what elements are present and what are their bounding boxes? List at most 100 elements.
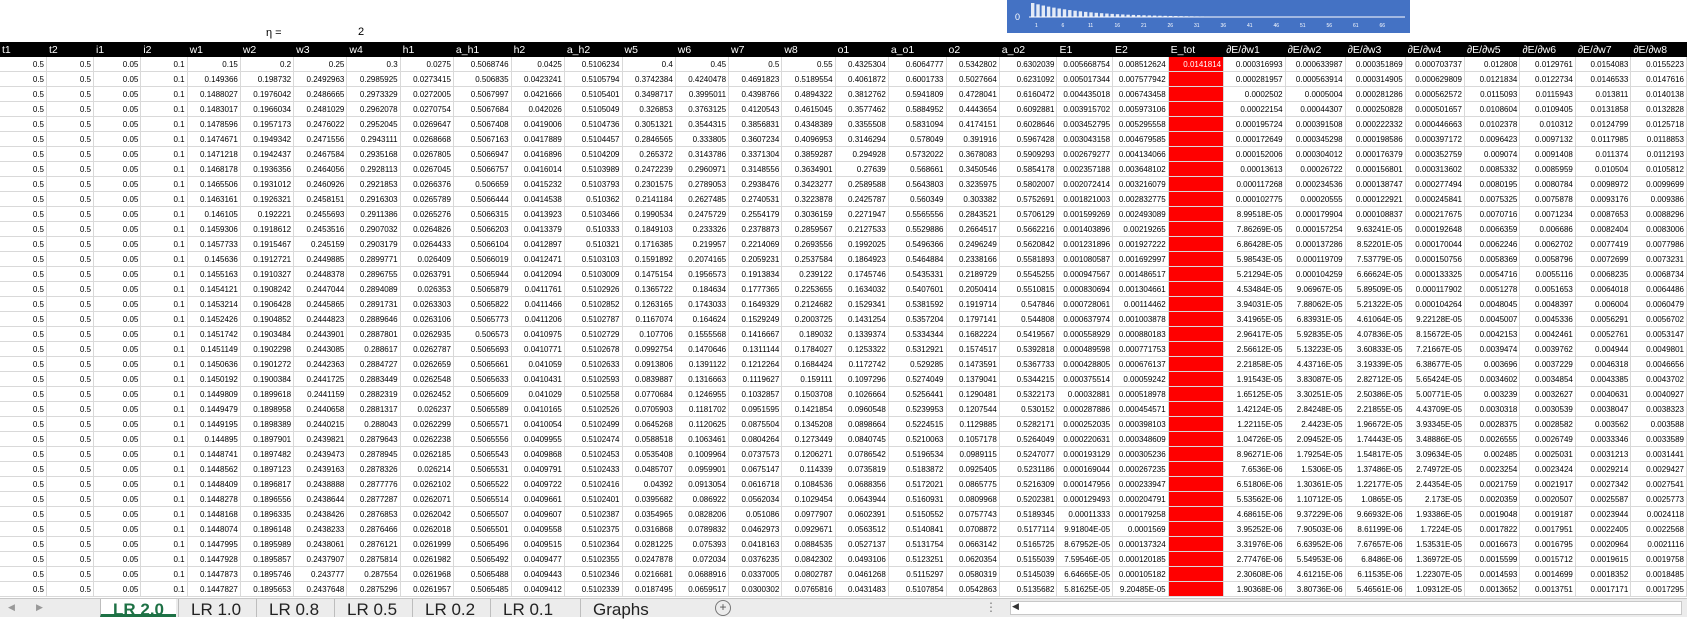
table-cell[interactable]: 0.05	[93, 462, 140, 477]
table-cell[interactable]: 0.5068746	[453, 57, 511, 72]
table-cell[interactable]: 0.5123251	[888, 552, 946, 567]
table-cell[interactable]: 0.0037229	[1520, 357, 1575, 372]
table-cell[interactable]: 0.1777365	[729, 282, 782, 297]
table-cell[interactable]: 0.1	[141, 477, 187, 492]
table-cell[interactable]: 0.5102729	[564, 327, 622, 342]
table-cell[interactable]: 0.3235975	[946, 177, 999, 192]
table-cell[interactable]: 0.00013613	[1224, 162, 1286, 177]
table-cell[interactable]: 0.0265276	[400, 207, 453, 222]
table-cell[interactable]: 0.6092881	[999, 102, 1057, 117]
table-cell[interactable]: 0.0411206	[511, 312, 564, 327]
table-cell[interactable]: 5.53562E-06	[1224, 492, 1286, 507]
table-cell[interactable]: 0.5065633	[453, 372, 511, 387]
table-cell[interactable]: 0.05	[93, 192, 140, 207]
table-cell[interactable]: 0.5066315	[453, 207, 511, 222]
table-cell[interactable]: 0.2441725	[294, 372, 347, 387]
table-cell[interactable]: 0.2453516	[294, 222, 347, 237]
table-cell[interactable]: 0.0018352	[1575, 567, 1630, 582]
table-cell[interactable]: 3.19339E-05	[1345, 357, 1405, 372]
table-cell[interactable]: 0.5102401	[564, 492, 622, 507]
table-cell[interactable]: 0.5	[0, 492, 46, 507]
table-cell[interactable]: 0.0115943	[1520, 87, 1575, 102]
table-cell[interactable]: 0.2916303	[347, 192, 400, 207]
table-cell[interactable]: 0.5	[0, 387, 46, 402]
table-cell[interactable]: 0.5510815	[999, 282, 1057, 297]
table-cell[interactable]: 0.2338166	[946, 252, 999, 267]
table-cell[interactable]: 0.1449195	[187, 417, 240, 432]
table-cell[interactable]: 0.5	[46, 222, 93, 237]
table-cell[interactable]: 0.000170044	[1405, 237, 1464, 252]
table-cell[interactable]: 0.5065496	[453, 537, 511, 552]
table-cell[interactable]: 0.0091408	[1520, 147, 1575, 162]
table-cell[interactable]: 0.1743033	[675, 297, 728, 312]
table-cell[interactable]: 0.0025031	[1520, 447, 1575, 462]
table-cell[interactable]: 0.05	[93, 282, 140, 297]
table-cell[interactable]: 0.000563914	[1285, 72, 1345, 87]
table-cell[interactable]: 0.4240478	[675, 72, 728, 87]
table-cell[interactable]: 0.1	[141, 537, 187, 552]
table-cell[interactable]: 0.002832775	[1113, 192, 1169, 207]
table-cell[interactable]: 0.05	[93, 117, 140, 132]
table-cell[interactable]: 1.96672E-05	[1345, 417, 1405, 432]
table-cell[interactable]: 0.0021917	[1520, 477, 1575, 492]
table-cell[interactable]: 0.0267805	[400, 147, 453, 162]
table-cell[interactable]: 0.026237	[400, 402, 453, 417]
table-cell[interactable]: 0.05	[93, 357, 140, 372]
column-header[interactable]: w4	[347, 42, 400, 57]
table-cell[interactable]: 0.0580319	[946, 567, 999, 582]
table-cell[interactable]: 0.0263303	[400, 297, 453, 312]
etot-cell[interactable]	[1168, 537, 1223, 552]
table-cell[interactable]: 0.003239	[1464, 387, 1519, 402]
table-cell[interactable]: 0.1416667	[729, 327, 782, 342]
table-cell[interactable]: 0.05	[93, 522, 140, 537]
table-cell[interactable]: 1.5306E-05	[1285, 462, 1345, 477]
table-cell[interactable]: 0.0040927	[1631, 387, 1687, 402]
table-cell[interactable]: 0.000676137	[1113, 357, 1169, 372]
table-cell[interactable]: 0.072034	[675, 552, 728, 567]
table-cell[interactable]: 0.3143786	[675, 147, 728, 162]
table-cell[interactable]: 6.63952E-06	[1285, 537, 1345, 552]
table-cell[interactable]: 8.67952E-05	[1057, 537, 1113, 552]
table-cell[interactable]: 0.1	[141, 297, 187, 312]
table-cell[interactable]: 0.0019187	[1520, 507, 1575, 522]
table-cell[interactable]: 0.0875504	[729, 417, 782, 432]
table-cell[interactable]: 0.5065514	[453, 492, 511, 507]
table-cell[interactable]: 0.000119709	[1285, 252, 1345, 267]
etot-cell[interactable]	[1168, 402, 1223, 417]
table-cell[interactable]: 0.5496366	[888, 237, 946, 252]
table-cell[interactable]: 5.00771E-05	[1405, 387, 1464, 402]
table-cell[interactable]: 0.0809968	[946, 492, 999, 507]
add-sheet-icon[interactable]: +	[715, 600, 731, 616]
column-header[interactable]: w3	[294, 42, 347, 57]
table-cell[interactable]: 5.21322E-05	[1345, 297, 1405, 312]
table-cell[interactable]: 0.1181702	[675, 402, 728, 417]
table-cell[interactable]: 0.4061872	[835, 72, 888, 87]
table-cell[interactable]: 0.5	[0, 282, 46, 297]
table-cell[interactable]: 0.00044307	[1285, 102, 1345, 117]
column-header[interactable]: t2	[46, 42, 93, 57]
table-cell[interactable]: 0.0077419	[1575, 237, 1630, 252]
table-cell[interactable]: 8.15672E-05	[1405, 327, 1464, 342]
table-cell[interactable]: 0.05	[93, 327, 140, 342]
table-cell[interactable]: 0.2438644	[294, 492, 347, 507]
table-cell[interactable]: 0.0129761	[1520, 57, 1575, 72]
column-header[interactable]: t1	[0, 42, 46, 57]
table-cell[interactable]: 0.000947567	[1057, 267, 1113, 282]
table-cell[interactable]: 0.0017822	[1464, 522, 1519, 537]
table-cell[interactable]: 7.21667E-05	[1405, 342, 1464, 357]
table-cell[interactable]: 0.0080195	[1464, 177, 1519, 192]
table-cell[interactable]: 0.1454121	[187, 282, 240, 297]
table-cell[interactable]: 0.5	[46, 87, 93, 102]
table-cell[interactable]: 0.0140138	[1631, 87, 1687, 102]
table-cell[interactable]: 0.000234536	[1285, 177, 1345, 192]
table-cell[interactable]: 0.2476022	[294, 117, 347, 132]
table-cell[interactable]: 0.0021759	[1464, 477, 1519, 492]
table-cell[interactable]: 0.0154083	[1575, 57, 1630, 72]
table-cell[interactable]: 0.004134066	[1113, 147, 1169, 162]
table-cell[interactable]: 0.1895746	[240, 567, 293, 582]
table-cell[interactable]: 0.05	[93, 207, 140, 222]
table-cell[interactable]: 0.0416014	[511, 162, 564, 177]
table-cell[interactable]: 0.1032857	[729, 387, 782, 402]
column-header[interactable]: h1	[400, 42, 453, 57]
table-cell[interactable]: 0.1311144	[729, 342, 782, 357]
